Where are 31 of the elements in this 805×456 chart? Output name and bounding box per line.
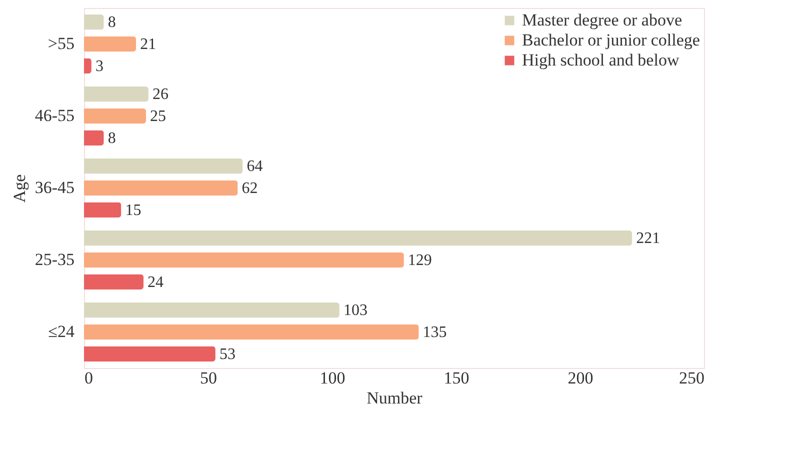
data-label: 64 (246, 158, 263, 176)
data-label: 129 (408, 252, 432, 269)
y-tick-label: 46-55 (34, 106, 74, 125)
x-tick-label: 150 (444, 368, 470, 388)
data-label: 8 (108, 130, 116, 147)
data-label: 21 (140, 36, 156, 53)
y-tick-label: 36-45 (34, 178, 74, 197)
legend-label: Bachelor or junior college (522, 30, 700, 50)
x-tick-label: 200 (568, 368, 594, 388)
x-tick-label: 250 (679, 368, 704, 388)
data-label: 221 (636, 230, 660, 248)
legend-label: High school and below (522, 50, 680, 70)
legend-label: Master degree or above (522, 10, 682, 30)
data-label: 62 (242, 180, 258, 197)
data-label: 103 (343, 302, 368, 320)
data-label: 135 (422, 324, 447, 341)
data-label: 25 (150, 108, 166, 125)
y-tick-label: >55 (48, 34, 74, 53)
x-tick-label: 100 (320, 368, 346, 388)
data-label: 53 (219, 346, 236, 363)
y-tick-label: 25-35 (34, 250, 74, 269)
data-label: 3 (95, 58, 104, 75)
x-tick-label: 0 (84, 368, 93, 388)
y-axis-title: Age (10, 174, 29, 203)
x-tick-label: 50 (200, 368, 217, 388)
y-tick-label: ≤24 (48, 322, 75, 341)
data-label: 8 (108, 14, 116, 32)
data-label: 26 (152, 86, 168, 104)
x-axis-title: Number (366, 388, 423, 408)
data-label: 15 (125, 202, 142, 219)
data-label: 24 (148, 274, 164, 291)
